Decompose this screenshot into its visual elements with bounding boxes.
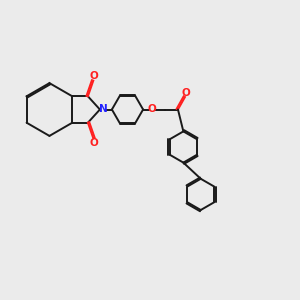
- Text: O: O: [148, 104, 157, 115]
- Text: O: O: [182, 88, 190, 98]
- Text: O: O: [89, 71, 98, 81]
- Text: N: N: [98, 104, 107, 115]
- Text: O: O: [89, 138, 98, 148]
